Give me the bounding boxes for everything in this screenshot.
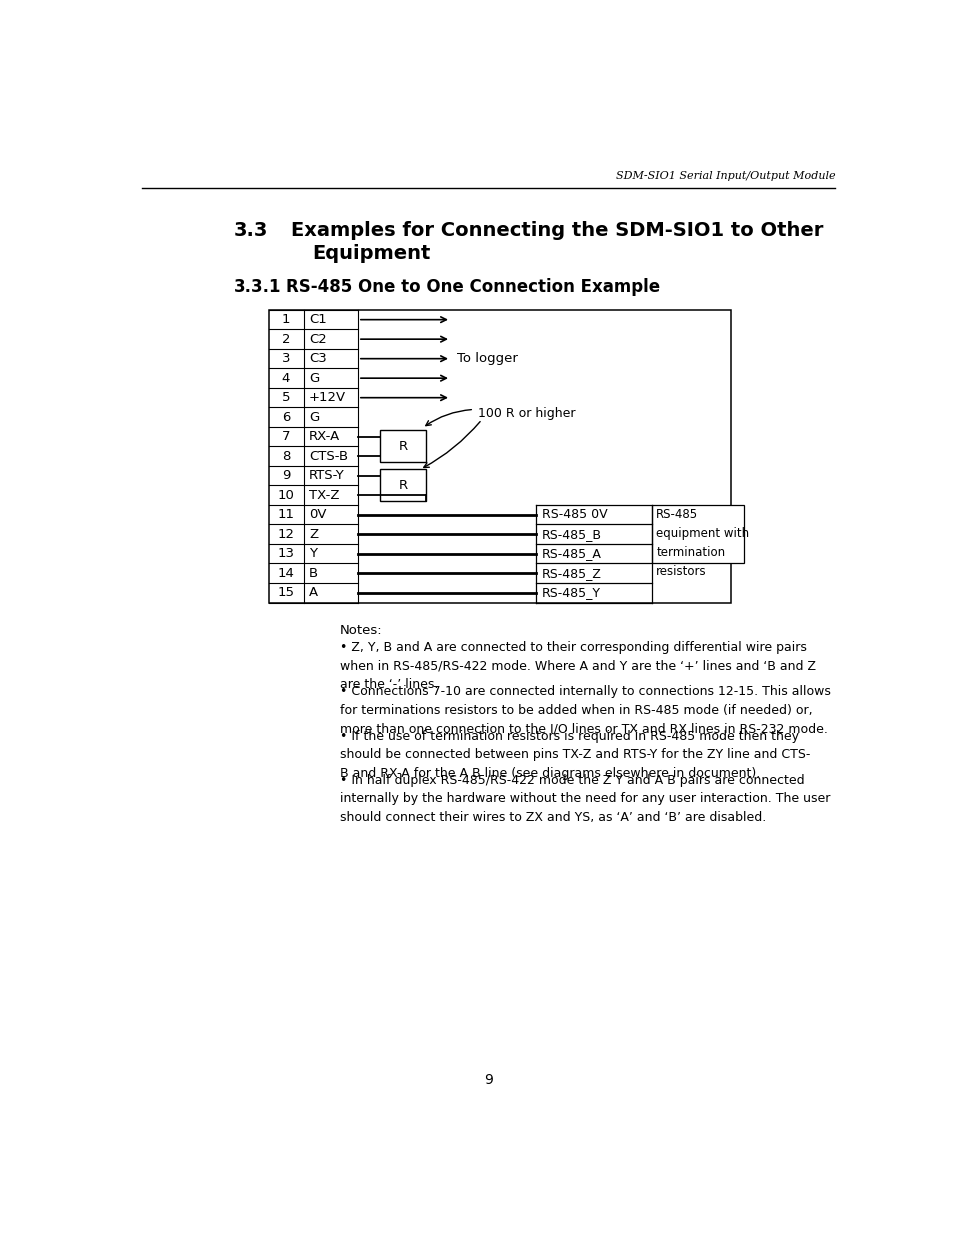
Text: RS-485_Z: RS-485_Z xyxy=(541,567,601,579)
Text: RX-A: RX-A xyxy=(309,430,340,443)
Text: +12V: +12V xyxy=(309,391,346,404)
Text: 13: 13 xyxy=(277,547,294,561)
Text: C2: C2 xyxy=(309,332,327,346)
Text: 6: 6 xyxy=(281,411,290,424)
Text: RS-485
equipment with
termination
resistors: RS-485 equipment with termination resist… xyxy=(656,508,749,578)
Text: 15: 15 xyxy=(277,587,294,599)
Text: B: B xyxy=(309,567,318,579)
Text: Y: Y xyxy=(309,547,316,561)
Text: R: R xyxy=(398,479,407,492)
Text: RS-485_Y: RS-485_Y xyxy=(541,587,600,599)
Text: C3: C3 xyxy=(309,352,327,366)
Text: 12: 12 xyxy=(277,527,294,541)
Text: Examples for Connecting the SDM-SIO1 to Other: Examples for Connecting the SDM-SIO1 to … xyxy=(291,221,822,241)
Bar xyxy=(379,431,426,462)
Text: 2: 2 xyxy=(281,332,290,346)
Text: 11: 11 xyxy=(277,509,294,521)
Text: • In half duplex RS-485/RS-422 mode the Z Y and A B pairs are connected
internal: • In half duplex RS-485/RS-422 mode the … xyxy=(340,774,830,824)
Text: 7: 7 xyxy=(281,430,290,443)
Text: 9: 9 xyxy=(484,1073,493,1087)
Text: RTS-Y: RTS-Y xyxy=(309,469,345,482)
Text: 5: 5 xyxy=(281,391,290,404)
Text: R: R xyxy=(398,440,407,453)
Text: 3.3.1: 3.3.1 xyxy=(233,278,281,295)
Text: • Connections 7-10 are connected internally to connections 12-15. This allows
fo: • Connections 7-10 are connected interna… xyxy=(340,685,830,735)
Text: 8: 8 xyxy=(281,450,290,463)
Text: C1: C1 xyxy=(309,314,327,326)
Text: Notes:: Notes: xyxy=(340,624,382,637)
Text: RS-485 One to One Connection Example: RS-485 One to One Connection Example xyxy=(286,278,659,295)
Text: RS-485_A: RS-485_A xyxy=(541,547,601,561)
Text: 1: 1 xyxy=(281,314,290,326)
Text: Equipment: Equipment xyxy=(312,245,430,263)
Text: SDM-SIO1 Serial Input/Output Module: SDM-SIO1 Serial Input/Output Module xyxy=(615,170,835,180)
Text: A: A xyxy=(309,587,318,599)
Text: 4: 4 xyxy=(281,372,290,384)
Text: G: G xyxy=(309,411,319,424)
Text: 0V: 0V xyxy=(309,509,326,521)
Text: Z: Z xyxy=(309,527,318,541)
Bar xyxy=(652,505,743,563)
Text: TX-Z: TX-Z xyxy=(309,489,339,501)
Text: • Z, Y, B and A are connected to their corresponding differential wire pairs
whe: • Z, Y, B and A are connected to their c… xyxy=(340,641,815,692)
Text: 14: 14 xyxy=(277,567,294,579)
Text: 9: 9 xyxy=(281,469,290,482)
Text: • If the use of termination resistors is required in RS-485 mode then they
shoul: • If the use of termination resistors is… xyxy=(340,730,810,779)
Text: 100 R or higher: 100 R or higher xyxy=(477,406,575,420)
Text: RS-485 0V: RS-485 0V xyxy=(541,509,607,521)
Bar xyxy=(379,469,426,501)
Text: To logger: To logger xyxy=(456,352,517,366)
Text: 3.3: 3.3 xyxy=(233,221,268,241)
Text: 10: 10 xyxy=(277,489,294,501)
FancyBboxPatch shape xyxy=(269,310,731,603)
Text: 3: 3 xyxy=(281,352,290,366)
Text: G: G xyxy=(309,372,319,384)
Text: CTS-B: CTS-B xyxy=(309,450,348,463)
Text: RS-485_B: RS-485_B xyxy=(541,527,601,541)
